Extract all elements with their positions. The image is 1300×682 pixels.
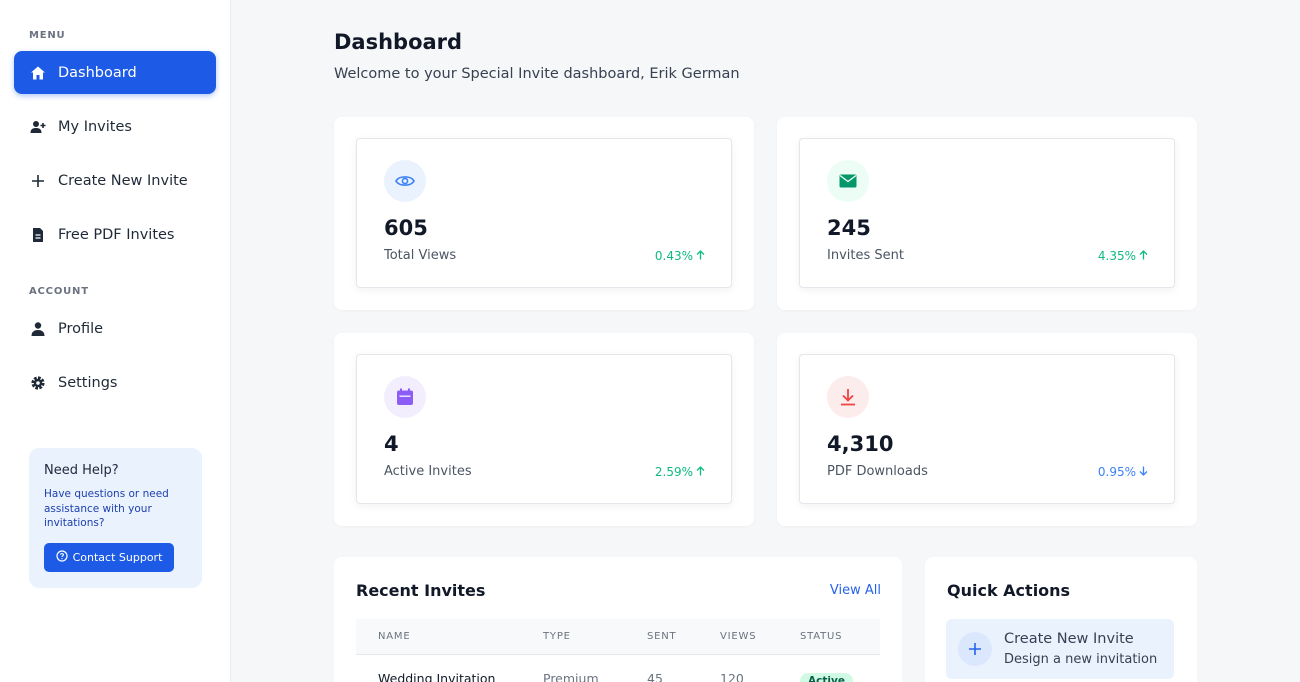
sidebar-item-free-pdf-invites[interactable]: Free PDF Invites <box>14 213 216 256</box>
sidebar-item-label: My Invites <box>58 118 132 135</box>
stat-label: Active Invites <box>384 464 472 479</box>
recent-invites-title: Recent Invites <box>356 581 486 600</box>
document-icon <box>30 227 46 243</box>
arrow-down-icon <box>1139 465 1148 479</box>
arrow-up-icon <box>696 249 705 263</box>
stat-card-invites-sent: 245 Invites Sent 4.35% <box>777 117 1197 310</box>
help-title: Need Help? <box>44 463 119 478</box>
view-all-link[interactable]: View All <box>829 583 881 598</box>
column-header-sent: SENT <box>647 631 677 642</box>
sidebar-item-profile[interactable]: Profile <box>14 307 216 350</box>
column-header-views: VIEWS <box>720 631 757 642</box>
eye-icon <box>384 160 426 202</box>
sidebar-item-label: Profile <box>58 320 104 337</box>
table-header: NAME TYPE SENT VIEWS STATUS <box>356 619 880 655</box>
stat-card-total-views: 605 Total Views 0.43% <box>334 117 754 310</box>
stat-card-inner: 245 Invites Sent 4.35% <box>799 138 1175 288</box>
row-name[interactable]: Wedding Invitation <box>378 671 496 682</box>
help-box: Need Help? Have questions or need assist… <box>29 448 202 588</box>
stat-change-value: 2.59% <box>654 465 693 479</box>
download-icon <box>827 376 869 418</box>
stat-card-pdf-downloads: 4,310 PDF Downloads 0.95% <box>777 333 1197 526</box>
page-title: Dashboard <box>334 30 463 54</box>
quick-actions-panel: Quick Actions Create New Invite Design a… <box>925 557 1197 682</box>
column-header-status: STATUS <box>800 631 843 642</box>
help-text: Have questions or need assistance with y… <box>44 488 169 529</box>
stat-label: Invites Sent <box>827 248 904 263</box>
stat-change: 0.43% <box>655 249 705 263</box>
help-circle-icon <box>56 550 68 565</box>
stat-change-value: 4.35% <box>1097 249 1136 263</box>
sidebar-item-dashboard[interactable]: Dashboard <box>14 51 216 94</box>
quick-action-title: Create New Invite <box>1004 631 1134 647</box>
stat-value: 605 <box>384 216 428 240</box>
column-header-type: TYPE <box>543 631 571 642</box>
quick-action-subtitle: Design a new invitation <box>1004 652 1158 667</box>
page-subtitle: Welcome to your Special Invite dashboard… <box>334 66 740 82</box>
sidebar-item-settings[interactable]: Settings <box>14 361 216 404</box>
stat-card-active-invites: 4 Active Invites 2.59% <box>334 333 754 526</box>
contact-support-button[interactable]: Contact Support <box>44 543 174 572</box>
sidebar-item-create-new-invite[interactable]: Create New Invite <box>14 159 216 202</box>
stat-value: 4 <box>384 432 399 456</box>
stat-card-inner: 605 Total Views 0.43% <box>356 138 732 288</box>
stat-card-inner: 4,310 PDF Downloads 0.95% <box>799 354 1175 504</box>
sidebar-item-label: Settings <box>58 374 118 391</box>
stat-change: 4.35% <box>1098 249 1148 263</box>
stat-change: 0.95% <box>1098 465 1148 479</box>
sidebar: MENU Dashboard My Invites Create New Inv… <box>0 0 231 682</box>
sidebar-item-label: Free PDF Invites <box>58 226 175 243</box>
quick-action-create-invite[interactable]: Create New Invite Design a new invitatio… <box>946 619 1174 679</box>
plus-icon <box>958 632 992 666</box>
contact-support-label: Contact Support <box>72 551 163 564</box>
account-section-label: ACCOUNT <box>29 286 89 297</box>
stat-value: 245 <box>827 216 871 240</box>
stat-label: PDF Downloads <box>827 464 928 479</box>
row-sent: 45 <box>647 671 663 682</box>
stat-change-value: 0.43% <box>654 249 693 263</box>
stat-card-inner: 4 Active Invites 2.59% <box>356 354 732 504</box>
stat-change: 2.59% <box>655 465 705 479</box>
calendar-icon <box>384 376 426 418</box>
arrow-up-icon <box>1139 249 1148 263</box>
stat-change-value: 0.95% <box>1097 465 1136 479</box>
menu-section-label: MENU <box>29 30 66 41</box>
user-icon <box>30 321 46 337</box>
row-type: Premium <box>543 671 599 682</box>
row-views: 120 <box>720 671 744 682</box>
status-badge: Active <box>800 673 853 682</box>
sidebar-item-my-invites[interactable]: My Invites <box>14 105 216 148</box>
quick-actions-title: Quick Actions <box>947 581 1071 600</box>
envelope-icon <box>827 160 869 202</box>
plus-icon <box>30 173 46 189</box>
home-icon <box>30 65 46 81</box>
user-plus-icon <box>30 119 46 135</box>
column-header-name: NAME <box>378 631 411 642</box>
stat-value: 4,310 <box>827 432 894 456</box>
sidebar-item-label: Dashboard <box>58 64 137 81</box>
recent-invites-panel: Recent Invites View All NAME TYPE SENT V… <box>334 557 902 682</box>
gear-icon <box>30 375 46 391</box>
sidebar-item-label: Create New Invite <box>58 172 188 189</box>
arrow-up-icon <box>696 465 705 479</box>
stat-label: Total Views <box>384 248 457 263</box>
